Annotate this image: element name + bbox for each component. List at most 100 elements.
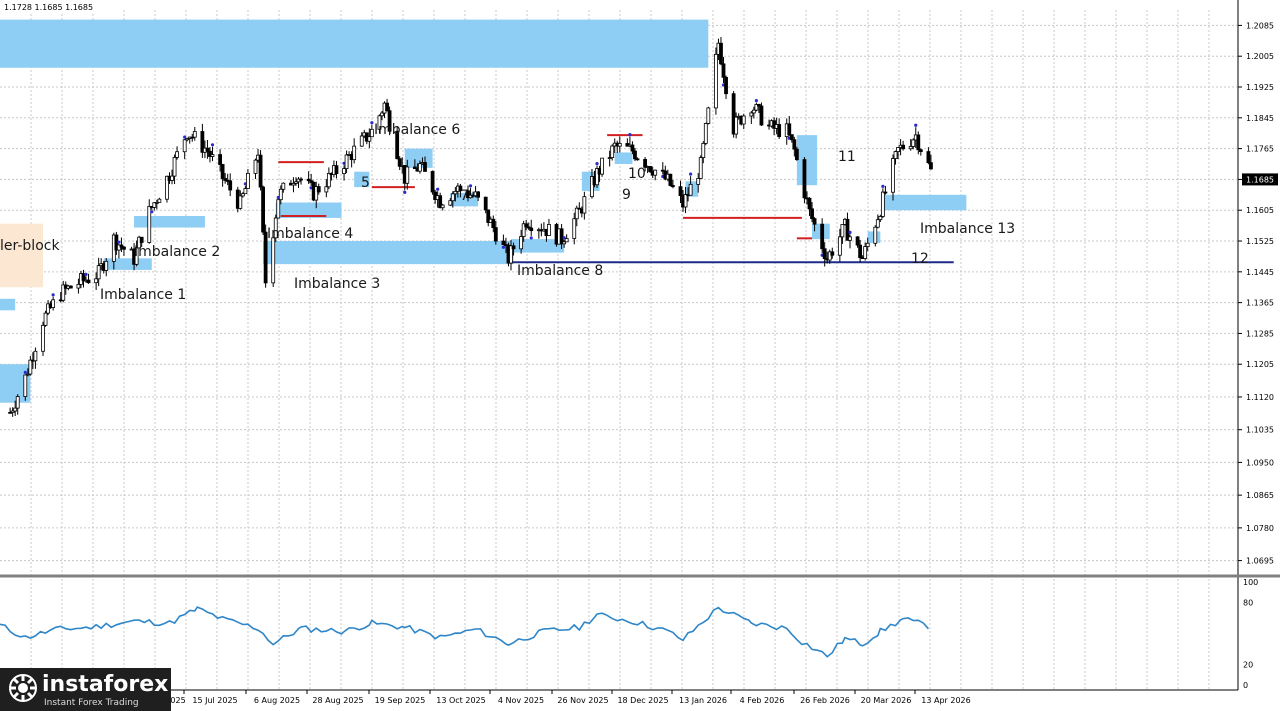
candle-body — [261, 186, 265, 233]
candle-body — [81, 273, 86, 281]
candle-body — [810, 208, 814, 220]
candle-body — [182, 139, 187, 153]
candle-body — [731, 93, 736, 135]
x-tick-label: 4 Nov 2025 — [498, 696, 544, 705]
fractal-dot — [150, 210, 154, 214]
oscillator-panel: 100 80 20 0 — [0, 578, 1258, 690]
candle-body — [281, 182, 286, 190]
candle-body — [291, 182, 296, 186]
candle-body — [316, 186, 321, 193]
candle-body — [369, 128, 374, 138]
zone-label: 11 — [838, 149, 856, 165]
candle-body — [822, 248, 827, 260]
zone-label: 9 — [622, 187, 631, 203]
candle-body — [326, 173, 331, 188]
candle-body — [352, 145, 357, 161]
candle-body — [848, 236, 852, 241]
candle-body — [873, 226, 878, 244]
zone-rect — [354, 171, 370, 188]
candle-body — [299, 178, 303, 181]
candle-body — [559, 228, 564, 245]
fractal-dot — [881, 184, 885, 188]
candle-body — [165, 175, 169, 200]
fractal-dot — [501, 245, 506, 249]
zone-label: Imbalance 1 — [100, 287, 186, 303]
candle-body — [526, 226, 531, 229]
candle-body — [574, 207, 579, 220]
candle-body — [865, 242, 870, 247]
zone-label: Imbalance 13 — [920, 221, 1015, 237]
candle-body — [688, 183, 693, 196]
zone-label: Imbalance 8 — [517, 263, 603, 279]
y-tick-label: 1.1285 — [1246, 329, 1274, 338]
candle-body — [929, 162, 933, 170]
candle-body — [820, 223, 825, 250]
candle-body — [926, 151, 931, 164]
candle-body — [724, 76, 728, 95]
candle-body — [185, 138, 190, 141]
candle-body — [476, 191, 481, 198]
current-price-label: 1.1685 — [1246, 175, 1274, 184]
candle-body — [192, 131, 197, 138]
fractal-dot — [210, 143, 215, 147]
candle-body — [830, 251, 835, 256]
candle-body — [273, 217, 278, 239]
x-tick-label: 4 Feb 2026 — [740, 696, 785, 705]
candle-body — [577, 207, 582, 210]
zone-rect — [275, 202, 342, 218]
candle-body — [430, 171, 435, 193]
candle-body — [13, 407, 18, 412]
zone-labels: ler-block Imbalance 1 Imbalance 2 Imbalance… — [0, 122, 1015, 303]
candle-body — [706, 107, 711, 124]
candle-body — [448, 200, 453, 206]
candle-body — [25, 373, 30, 376]
candle-body — [607, 157, 612, 159]
candle-body — [653, 169, 658, 176]
candle-body — [845, 218, 850, 241]
candle-body — [572, 218, 577, 239]
candle-body — [683, 194, 688, 208]
fractal-dot — [689, 172, 693, 176]
y-tick-label: 1.1035 — [1246, 426, 1274, 435]
candle-body — [610, 145, 615, 158]
candle-body — [43, 312, 48, 326]
candle-body — [324, 186, 329, 193]
candle-body — [210, 154, 215, 157]
candle-body — [314, 186, 319, 201]
candle-body — [595, 168, 599, 186]
candle-body — [157, 198, 162, 203]
x-tick-label: 20 Mar 2026 — [861, 696, 912, 705]
y-tick-label: 1.0865 — [1246, 491, 1274, 500]
fractal-dot — [51, 293, 55, 297]
candle-body — [200, 131, 205, 153]
fractal-dot — [117, 240, 121, 244]
candle-body — [453, 190, 458, 195]
y-tick-label: 1.0950 — [1246, 458, 1274, 467]
y-tick-label: 1.1445 — [1246, 268, 1274, 277]
candle-body — [880, 191, 885, 217]
candle-body — [777, 124, 782, 138]
candle-body — [152, 202, 157, 208]
zone-label: 10 — [628, 166, 646, 182]
y-tick-label: 1.0695 — [1246, 557, 1274, 566]
candle-body — [630, 144, 635, 152]
candle-body — [240, 193, 245, 197]
candle-body — [547, 224, 551, 236]
zone-rect — [103, 258, 152, 270]
candle-body — [754, 104, 759, 111]
candle-body — [501, 240, 506, 245]
candle-body — [458, 185, 463, 192]
candle-body — [901, 144, 906, 150]
candle-body — [734, 116, 739, 135]
candle-body — [116, 244, 121, 251]
zone-rect — [614, 152, 633, 165]
candle-body — [701, 142, 706, 158]
candle-body — [134, 247, 139, 265]
candle-body — [893, 151, 898, 159]
candle-body — [94, 278, 99, 284]
candle-body — [405, 166, 410, 184]
candle-body — [759, 105, 764, 126]
x-tick-label: 26 Nov 2025 — [557, 696, 608, 705]
